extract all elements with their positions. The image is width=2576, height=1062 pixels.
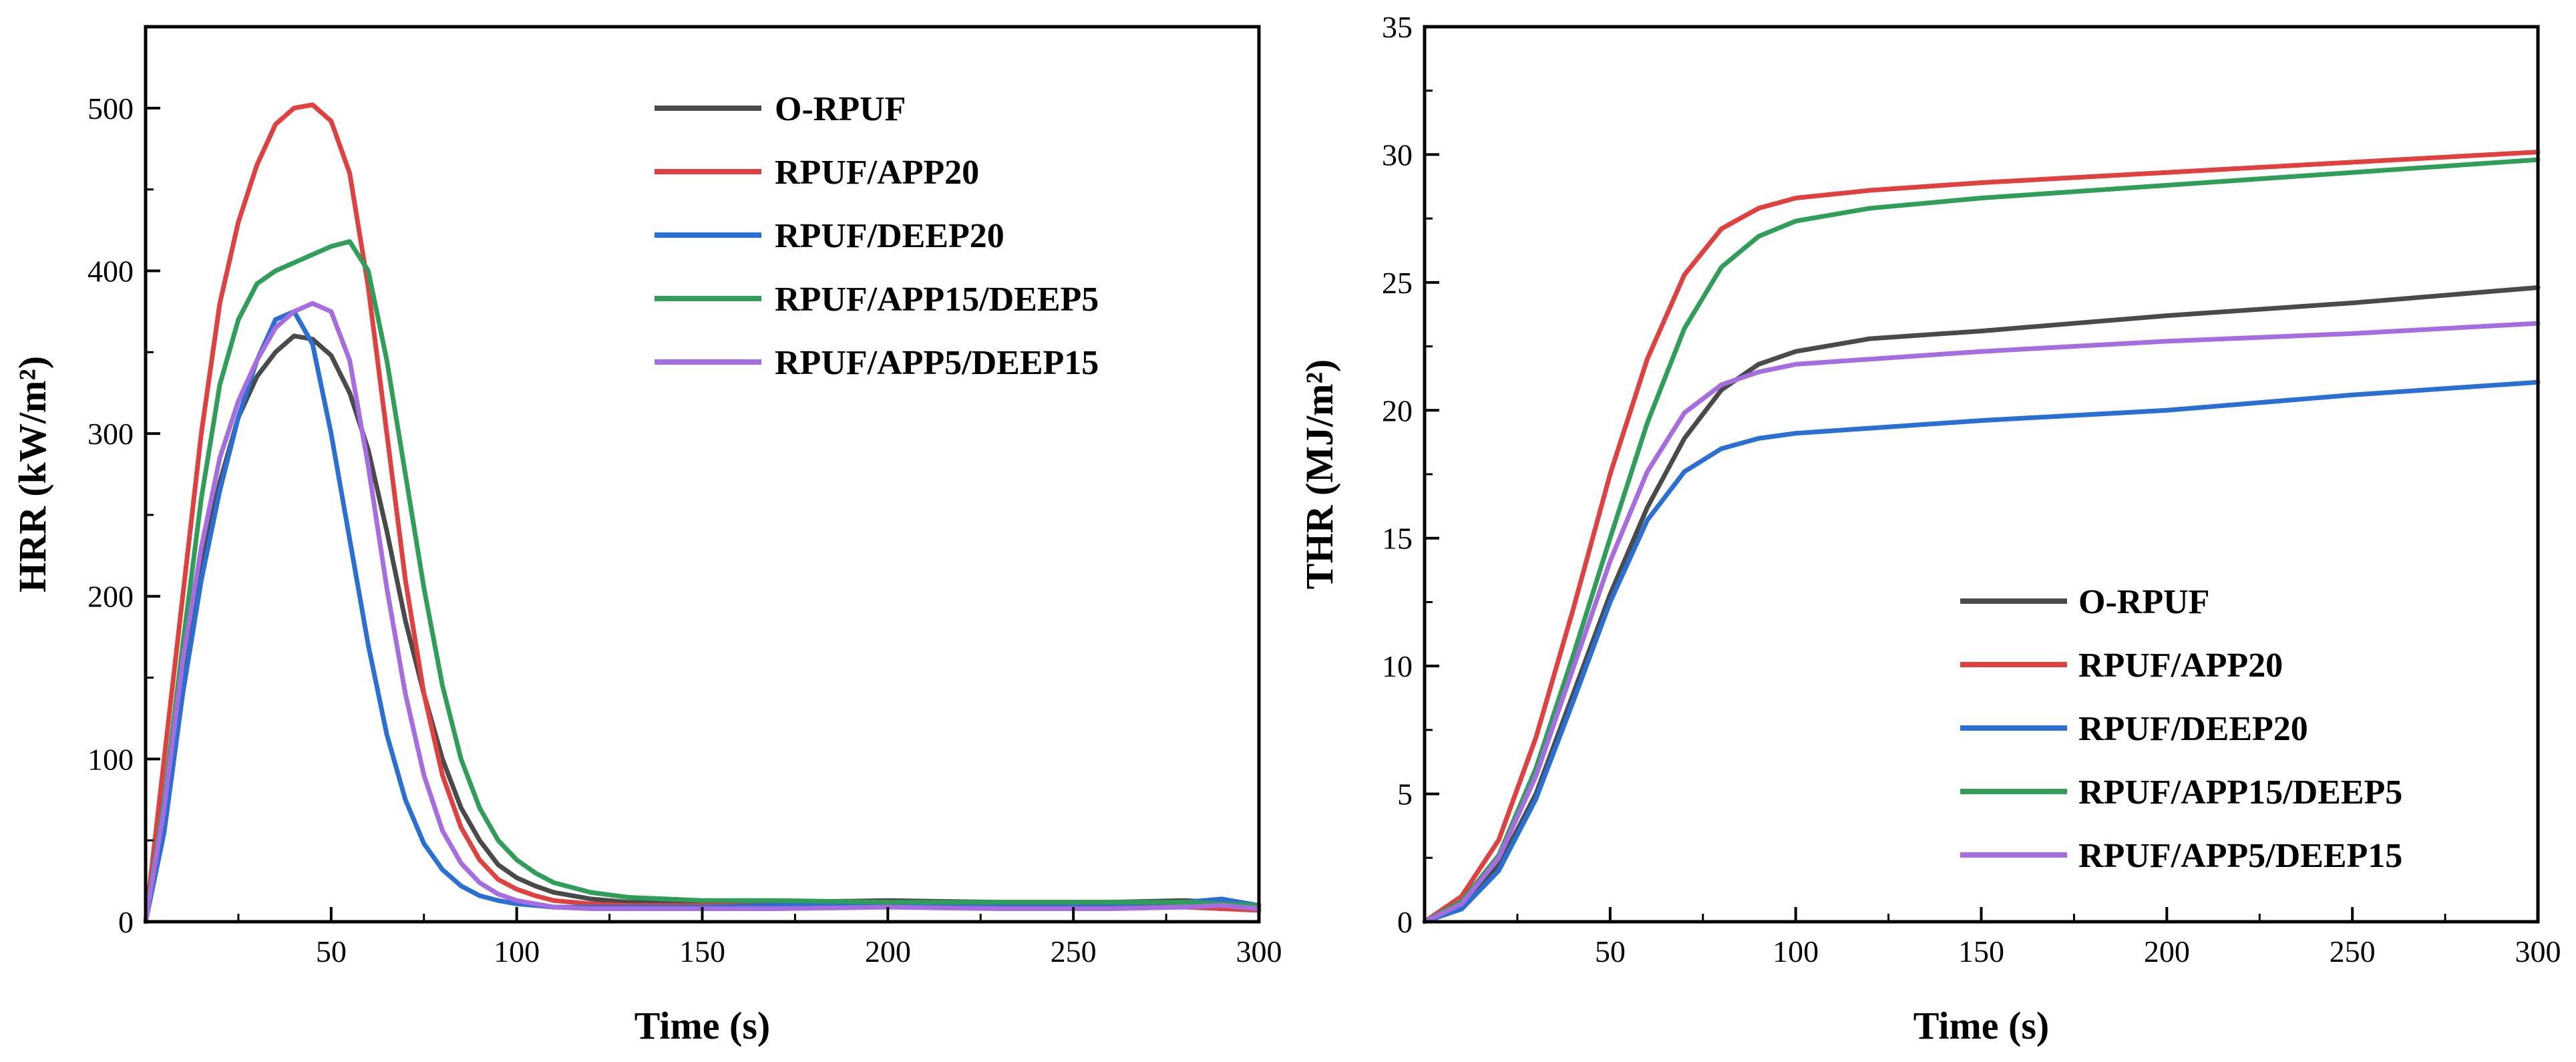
- legend-label-0: O-RPUF: [775, 90, 906, 128]
- y-tick-label: 0: [1397, 905, 1413, 939]
- x-tick-label: 100: [494, 934, 540, 968]
- x-tick-label: 150: [1958, 934, 2004, 968]
- x-tick-label: 50: [1595, 934, 1626, 968]
- x-tick-label: 150: [679, 934, 725, 968]
- x-axis-title: Time (s): [1913, 1004, 2050, 1047]
- hrr-chart: 50 100 150 200 250 300 0 100 200 300 400 500 Time (s…: [11, 25, 1282, 1047]
- y-tick-label: 5: [1397, 777, 1413, 812]
- series-line-2: [143, 309, 1262, 924]
- legend-label-3: RPUF/APP15/DEEP5: [2078, 773, 2402, 812]
- x-tick-label: 200: [865, 934, 911, 968]
- legend-label-4: RPUF/APP5/DEEP15: [775, 344, 1099, 382]
- y-tick-label: 300: [87, 417, 134, 451]
- y-tick-label: 200: [87, 580, 134, 614]
- x-tick-label: 300: [2515, 934, 2561, 968]
- y-tick-label: 100: [87, 742, 134, 776]
- legend-label-0: O-RPUF: [2078, 583, 2209, 621]
- y-tick-label: 10: [1382, 649, 1413, 683]
- x-tick-label: 50: [316, 934, 347, 968]
- x-tick-label: 300: [1236, 934, 1282, 968]
- legend-label-2: RPUF/DEEP20: [775, 217, 1004, 255]
- y-axis-title: HRR (kW/m²): [11, 356, 54, 592]
- legend-label-4: RPUF/APP5/DEEP15: [2078, 837, 2402, 875]
- x-axis-title: Time (s): [634, 1004, 771, 1047]
- x-tick-label: 250: [2330, 934, 2376, 968]
- series-line-2: [1422, 379, 2541, 924]
- y-tick-label: 500: [87, 92, 134, 126]
- legend-label-3: RPUF/APP15/DEEP5: [775, 281, 1099, 319]
- legend-label-1: RPUF/APP20: [2078, 647, 2283, 685]
- x-tick-label: 250: [1051, 934, 1097, 968]
- y-tick-label: 35: [1382, 10, 1413, 44]
- legend-label-2: RPUF/DEEP20: [2078, 710, 2308, 748]
- series-line-4: [1422, 321, 2541, 924]
- thr-chart: 50 100 150 200 250 300 0 5 10 15 20 25 30 35 Time (s) T…: [1298, 10, 2561, 1047]
- y-tick-label: 30: [1382, 138, 1413, 172]
- y-tick-label: 400: [87, 254, 134, 288]
- legend-label-1: RPUF/APP20: [775, 154, 979, 192]
- y-tick-label: 0: [118, 905, 134, 939]
- series-line-4: [143, 301, 1262, 924]
- series-line-1: [1422, 150, 2541, 924]
- y-tick-label: 15: [1382, 522, 1413, 556]
- y-tick-label: 25: [1382, 266, 1413, 300]
- x-tick-label: 200: [2144, 934, 2190, 968]
- series-line-3: [143, 239, 1262, 924]
- y-tick-label: 20: [1382, 393, 1413, 427]
- y-axis-title: THR (MJ/m²): [1298, 359, 1341, 589]
- x-tick-label: 100: [1773, 934, 1819, 968]
